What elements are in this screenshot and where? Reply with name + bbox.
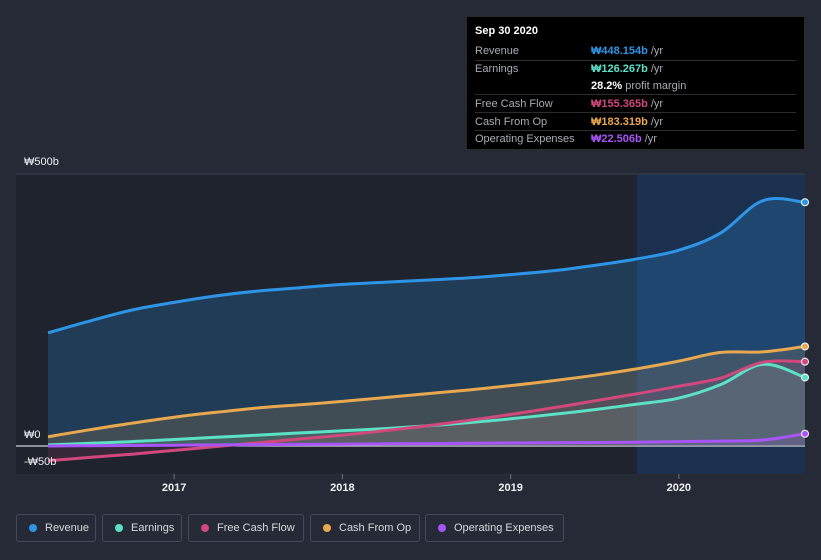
legend-revenue[interactable]: Revenue <box>16 514 96 542</box>
series-line-free-cash-flow <box>47 359 806 463</box>
legend-dot-icon <box>323 524 331 532</box>
tooltip-unit: /yr <box>650 45 664 58</box>
legend-dot-icon <box>201 524 209 532</box>
series-line-operating-expenses <box>47 432 806 448</box>
tooltip-value: ₩126.267b <box>591 63 648 76</box>
tooltip-unit: /yr <box>650 97 664 110</box>
tooltip-value: ₩155.365b <box>591 97 648 110</box>
ytick-label-top: ₩500b <box>24 156 59 168</box>
legend-dot-icon <box>115 524 123 532</box>
series-endpoints <box>801 198 809 438</box>
legend-label: Free Cash Flow <box>217 522 295 534</box>
tooltip-value: ₩22.506b <box>591 133 642 146</box>
series-endpoint-cash-from-op[interactable] <box>801 342 809 351</box>
tooltip-label: Operating Expenses <box>475 133 575 146</box>
series-area-revenue <box>48 198 805 446</box>
tooltip-row-revenue: Revenue ₩448.154b /yr <box>475 43 796 60</box>
tooltip-value: ₩183.319b <box>591 115 648 128</box>
series-area-cash-from-op <box>48 346 805 446</box>
series-line-cash-from-op <box>47 344 806 439</box>
legend-earnings[interactable]: Earnings <box>102 514 182 542</box>
ytick-label-zero: ₩0 <box>24 429 41 441</box>
tooltip-label: Cash From Op <box>475 115 548 128</box>
legend-label: Operating Expenses <box>454 522 554 534</box>
highlight-region <box>636 174 805 474</box>
legend-dot-icon <box>29 524 37 532</box>
x-tick-label: 2017 <box>162 482 186 494</box>
series-lines <box>47 197 806 463</box>
ytick-label-bottom: -₩50b <box>24 456 57 468</box>
tooltip-unit: /yr <box>644 133 657 146</box>
tooltip-row-earnings: Earnings ₩126.267b /yr <box>475 59 796 78</box>
tooltip-label: Earnings <box>475 63 519 76</box>
x-axis: 2017 2018 2019 2020 <box>162 474 691 494</box>
tooltip-row-cfo: Cash From Op ₩183.319b /yr <box>475 112 796 130</box>
legend-operating-expenses[interactable]: Operating Expenses <box>425 514 564 542</box>
tooltip-value: 28.2% <box>591 79 623 92</box>
legend-free-cash-flow[interactable]: Free Cash Flow <box>188 514 304 542</box>
tooltip: Sep 30 2020 Revenue ₩448.154b /yr Earnin… <box>466 16 805 150</box>
tooltip-unit: /yr <box>650 63 664 76</box>
tooltip-label: Free Cash Flow <box>475 97 553 110</box>
legend-dot-icon <box>438 524 446 532</box>
tooltip-row-margin: 28.2% profit margin <box>475 78 796 95</box>
series-line-revenue <box>47 197 806 335</box>
tooltip-date: Sep 30 2020 <box>475 25 538 37</box>
series-endpoint-revenue[interactable] <box>801 198 809 207</box>
x-tick-label: 2018 <box>330 482 354 494</box>
legend-label: Revenue <box>45 522 90 534</box>
tooltip-value: ₩448.154b <box>591 45 648 58</box>
tooltip-row-fcf: Free Cash Flow ₩155.365b /yr <box>475 94 796 112</box>
legend-label: Earnings <box>131 522 175 534</box>
series-endpoint-earnings[interactable] <box>801 373 809 382</box>
series-endpoint-free-cash-flow[interactable] <box>801 357 809 366</box>
tooltip-unit: /yr <box>650 115 664 128</box>
series-endpoint-operating-expenses[interactable] <box>801 429 809 438</box>
x-tick-label: 2020 <box>667 482 691 494</box>
tooltip-unit: profit margin <box>625 79 687 92</box>
series-area-free-cash-flow <box>48 360 805 461</box>
tooltip-row-opex: Operating Expenses ₩22.506b /yr <box>475 129 796 148</box>
tooltip-label: Revenue <box>475 45 520 58</box>
series-area-earnings <box>48 364 805 446</box>
x-tick-label: 2019 <box>498 482 522 494</box>
legend-label: Cash From Op <box>339 522 412 534</box>
legend-cash-from-op[interactable]: Cash From Op <box>310 514 420 542</box>
